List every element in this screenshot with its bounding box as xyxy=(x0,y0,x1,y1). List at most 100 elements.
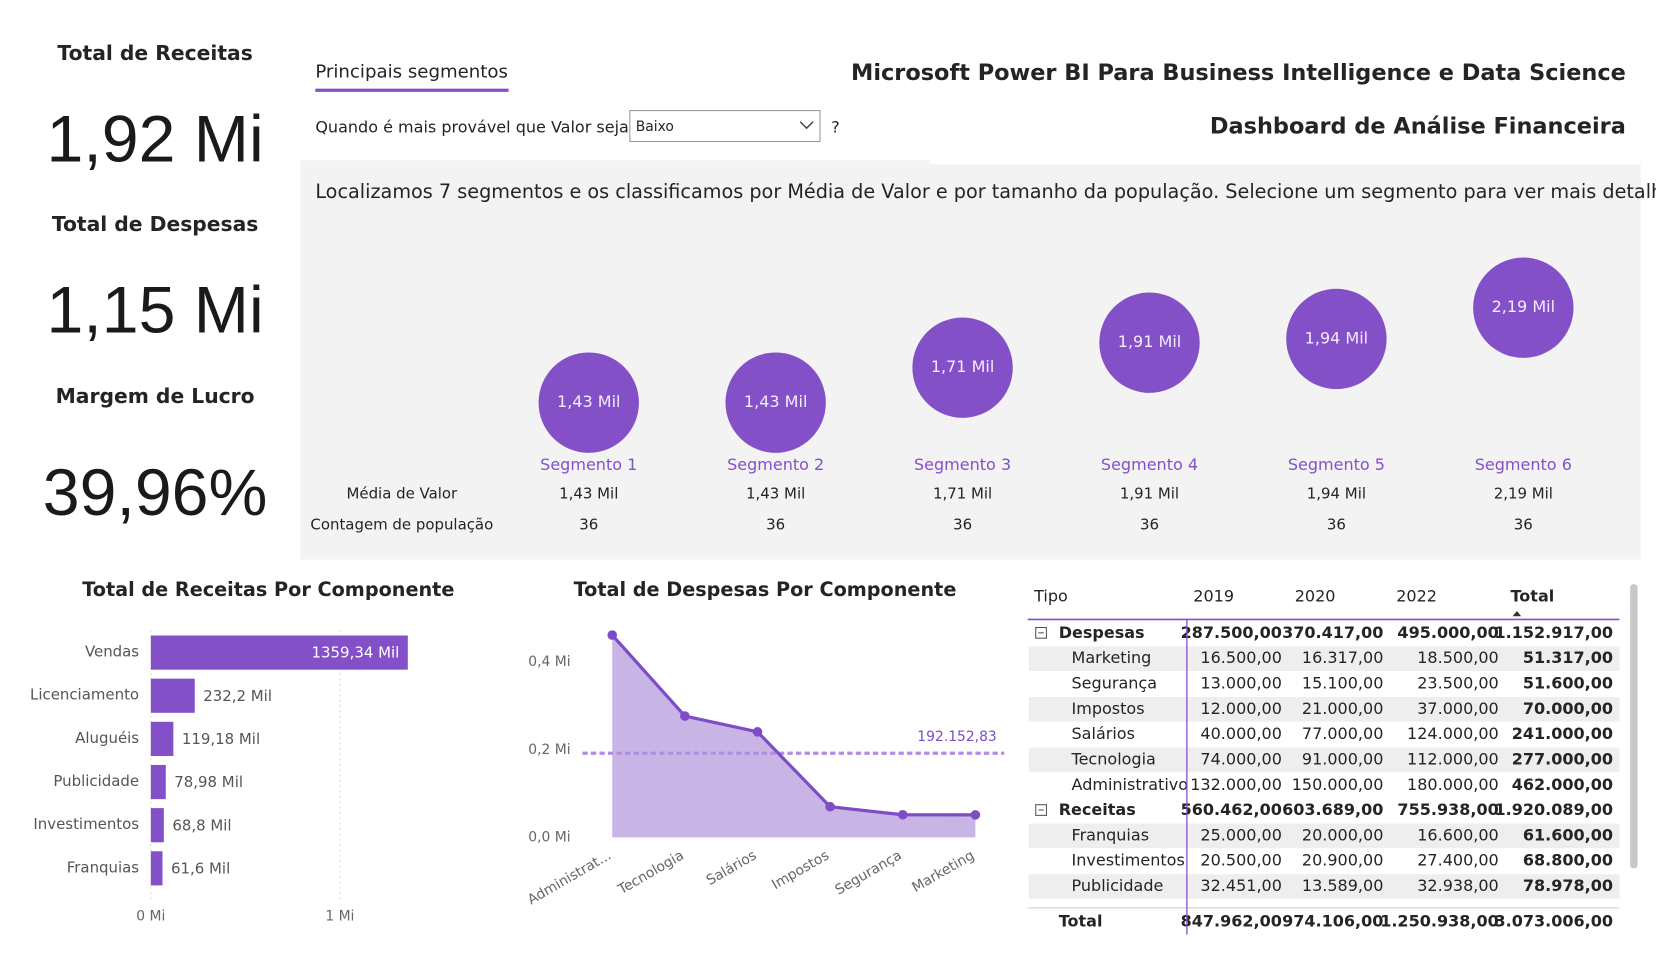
cell: 180.000,00 xyxy=(1407,775,1499,794)
total-cell: 3.073.006,00 xyxy=(1494,911,1613,930)
x-tick-label: 1 Mi xyxy=(325,908,354,924)
segment-name: Segmento 1 xyxy=(540,455,637,474)
column-header: 2019 xyxy=(1193,587,1234,606)
chevron xyxy=(799,121,814,130)
cell: 61.600,00 xyxy=(1523,825,1613,844)
bubble-label: 1,94 Mil xyxy=(1305,328,1368,347)
kpi-value: 1,15 Mi xyxy=(47,274,264,348)
bar xyxy=(150,851,163,886)
cell: 124.000,00 xyxy=(1407,724,1499,743)
row-band xyxy=(1028,697,1620,722)
bubble xyxy=(725,352,826,453)
segment-name: Segmento 2 xyxy=(727,455,824,474)
cell: 37.000,00 xyxy=(1417,699,1499,718)
point xyxy=(825,801,835,812)
cell: 12.000,00 xyxy=(1200,699,1282,718)
bubble xyxy=(1286,288,1387,390)
cell: 150.000,00 xyxy=(1292,775,1384,794)
dropdown-value[interactable]: Baixo xyxy=(636,119,674,135)
help[interactable]: ? xyxy=(831,118,840,137)
x-tick-label: Impostos xyxy=(769,848,832,894)
point xyxy=(752,727,763,737)
row-label: Média de Valor xyxy=(346,485,458,503)
bubble xyxy=(1473,257,1574,358)
x-tick-label: Segurança xyxy=(832,848,904,899)
cell: 462.000,00 xyxy=(1512,775,1613,794)
sort-indicator xyxy=(1512,610,1522,617)
value-label: 232,2 Mil xyxy=(203,687,272,705)
point xyxy=(607,630,618,640)
kpi-title: Margem de Lucro xyxy=(56,384,255,408)
segment-name: Segmento 5 xyxy=(1288,455,1385,474)
bubble xyxy=(912,317,1013,418)
value-label: 61,6 Mil xyxy=(171,859,230,877)
column-header: 2022 xyxy=(1396,587,1437,606)
expand-icon xyxy=(1035,804,1047,816)
cell: 78.978,00 xyxy=(1523,876,1613,895)
row-label: Impostos xyxy=(1072,699,1145,718)
point xyxy=(970,810,981,820)
category-label: Investimentos xyxy=(33,815,139,833)
segment-average: 1,43 Mil xyxy=(559,485,618,503)
cell: 51.317,00 xyxy=(1523,648,1613,667)
cell: 20.000,00 xyxy=(1302,825,1384,844)
total-label: Total xyxy=(1059,911,1103,930)
cell: 40.000,00 xyxy=(1200,724,1282,743)
x-tick-label: Administrat... xyxy=(525,848,614,909)
cell: 132.000,00 xyxy=(1190,775,1282,794)
cell: 27.400,00 xyxy=(1417,851,1499,870)
kpi-value: 1,92 Mi xyxy=(47,103,264,177)
dropdown[interactable] xyxy=(629,110,821,143)
cell: 560.462,00 xyxy=(1181,800,1282,819)
row-label: Segurança xyxy=(1072,673,1158,692)
bubble xyxy=(538,352,639,453)
total-cell: 847.962,00 xyxy=(1181,911,1282,930)
row-label: Administrativo xyxy=(1072,775,1189,794)
cell: 68.800,00 xyxy=(1523,851,1613,870)
cell: 21.000,00 xyxy=(1302,699,1384,718)
segment-average: 1,71 Mil xyxy=(933,485,992,503)
cell: 13.589,00 xyxy=(1302,876,1384,895)
bubble-label: 1,43 Mil xyxy=(557,392,620,411)
row-label: Investimentos xyxy=(1072,851,1185,870)
category-label: Publicidade xyxy=(53,772,139,790)
segment-name: Segmento 6 xyxy=(1475,455,1572,474)
cell: 74.000,00 xyxy=(1200,749,1282,768)
cell: 16.500,00 xyxy=(1200,648,1282,667)
chart-title: Total de Receitas Por Componente xyxy=(82,578,454,601)
bar xyxy=(150,764,166,800)
segment-count: 36 xyxy=(1140,515,1159,533)
total-cell: 974.106,00 xyxy=(1282,911,1383,930)
area xyxy=(612,635,976,838)
page-subtitle: Dashboard de Análise Financeira xyxy=(1210,114,1626,140)
cell: 91.000,00 xyxy=(1302,749,1384,768)
x-tick-label: Marketing xyxy=(909,848,977,896)
scrollbar[interactable] xyxy=(1630,584,1638,869)
point xyxy=(680,711,690,721)
cell: 20.500,00 xyxy=(1200,851,1282,870)
segment-average: 2,19 Mil xyxy=(1494,485,1553,503)
total-cell: 1.250.938,00 xyxy=(1380,911,1499,930)
kpi-value: 39,96% xyxy=(43,456,268,530)
segment-count: 36 xyxy=(953,515,972,533)
cell: 13.000,00 xyxy=(1200,673,1282,692)
segment-average: 1,91 Mil xyxy=(1120,485,1179,503)
bar xyxy=(150,678,195,713)
segments-description: Localizamos 7 segmentos e os classificam… xyxy=(315,180,1656,203)
bubble-label: 2,19 Mil xyxy=(1492,297,1555,316)
category-label: Vendas xyxy=(85,643,139,661)
row-label: Publicidade xyxy=(1072,876,1164,895)
row-label: Marketing xyxy=(1072,648,1152,667)
kpi-title: Total de Receitas xyxy=(57,41,252,65)
cell: 20.900,00 xyxy=(1302,851,1384,870)
row-label: Salários xyxy=(1072,724,1135,743)
line xyxy=(611,633,976,817)
row-label: Franquias xyxy=(1072,825,1150,844)
cell: 1.152.917,00 xyxy=(1494,623,1613,642)
kpi-title: Total de Despesas xyxy=(52,212,259,236)
value-label: 78,98 Mil xyxy=(174,773,243,791)
x-tick-label: Salários xyxy=(704,848,760,889)
tab[interactable]: Principais segmentos xyxy=(315,62,508,83)
segment-count: 36 xyxy=(1327,515,1346,533)
